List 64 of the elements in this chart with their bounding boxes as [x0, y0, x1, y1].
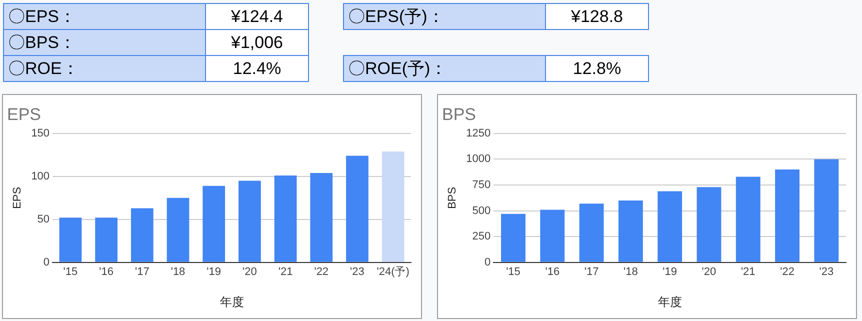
bar	[202, 186, 226, 262]
y-tick-label: 0	[43, 256, 50, 268]
y-axis-title: BPS	[446, 186, 459, 209]
y-tick-label: 500	[472, 204, 491, 217]
y-tick-label: 1250	[466, 127, 491, 140]
bar	[130, 208, 154, 262]
x-tick-label: '21	[278, 266, 293, 278]
x-tick-label: '17	[584, 266, 599, 278]
x-tick-label: '21	[740, 266, 756, 278]
text: 〇ROE(予)：	[344, 56, 546, 82]
y-tick-label: 150	[31, 127, 50, 140]
text: ¥128.8	[546, 4, 648, 30]
bar	[618, 200, 643, 262]
x-tick-label: '23	[819, 266, 834, 278]
x-tick-label: '15	[506, 266, 520, 278]
bar	[59, 218, 82, 262]
text: 〇EPS(予)：	[344, 4, 546, 30]
x-tick-label: '22	[314, 266, 329, 278]
x-tick-label: '20	[702, 266, 716, 278]
bar	[658, 191, 682, 262]
bar	[814, 159, 839, 262]
bar	[736, 176, 760, 262]
text: 〇ROE：	[4, 56, 206, 82]
x-tick-label: '18	[624, 266, 638, 278]
x-tick-label: '16	[545, 266, 560, 278]
x-tick-label: '18	[170, 266, 186, 278]
x-tick-label: '23	[350, 266, 364, 278]
y-tick-label: 750	[472, 179, 491, 192]
y-tick-label: 0	[484, 256, 491, 268]
y-tick-label: 50	[37, 213, 50, 226]
y-tick-label: 1000	[466, 153, 491, 166]
text: 12.8%	[546, 56, 648, 82]
text: ¥124.4	[206, 4, 308, 30]
x-tick-label: '22	[780, 266, 794, 278]
bar	[775, 170, 800, 262]
bar	[274, 176, 297, 262]
x-tick-label: '16	[99, 266, 114, 278]
text: 〇EPS：	[4, 4, 206, 30]
bar	[382, 151, 404, 262]
bar	[310, 172, 333, 262]
y-tick-label: 250	[472, 230, 491, 243]
chart-title: BPS	[442, 104, 476, 124]
bar	[579, 204, 604, 262]
text: ¥1,006	[206, 30, 308, 56]
x-tick-label: '24(予)	[376, 266, 410, 278]
y-tick-label: 100	[31, 170, 50, 182]
bar	[696, 187, 722, 262]
x-axis-title: 年度	[658, 295, 682, 310]
bar	[346, 156, 368, 262]
x-tick-label: '17	[134, 266, 150, 278]
x-tick-label: '19	[206, 266, 222, 278]
y-axis-title: EPS	[12, 186, 24, 209]
x-axis-title: 年度	[220, 295, 244, 310]
text: 12.4%	[206, 56, 308, 82]
x-tick-label: '15	[63, 266, 78, 278]
x-tick-label: '20	[242, 266, 257, 278]
text: 〇BPS：	[4, 30, 206, 56]
bar	[501, 214, 526, 262]
bar	[238, 180, 261, 262]
x-tick-label: '19	[662, 266, 678, 278]
chart-title: EPS	[7, 104, 42, 124]
bar	[540, 210, 565, 262]
bar	[95, 218, 118, 262]
bar	[166, 198, 190, 262]
